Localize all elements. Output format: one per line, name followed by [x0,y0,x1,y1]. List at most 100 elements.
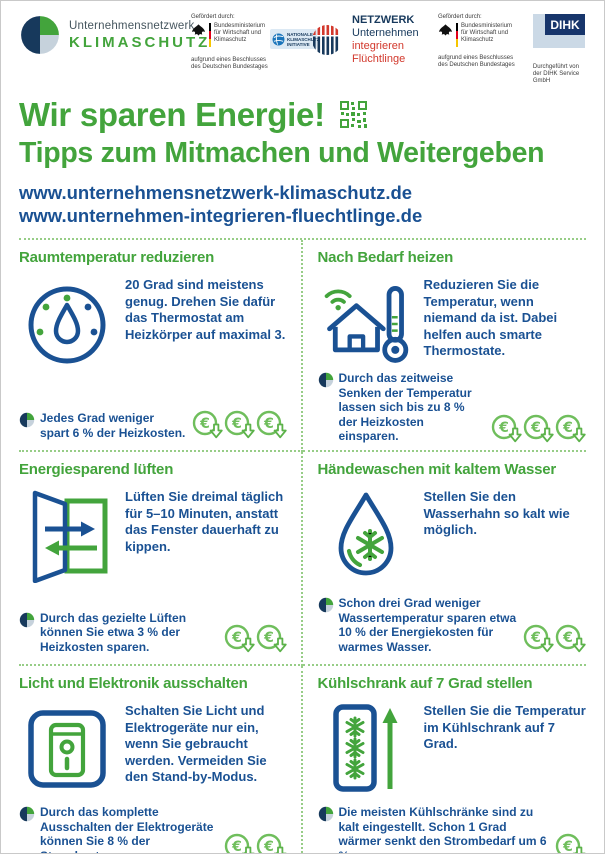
light-switch-icon [19,701,115,797]
svg-text:€: € [562,630,573,646]
tips-grid: Raumtemperatur reduzieren 20 Grad sind m… [19,240,587,854]
svg-text:€: € [263,630,274,646]
euro-savings-icon: € [555,413,586,444]
funding-block-bmwk: Gefördert durch: Bundesministerium für W… [438,14,533,69]
nki-text: NATIONALE KLIMASCHUTZ INITIATIVE [287,31,320,47]
klimaschutz-logo-line1: Unternehmensnetzwerk [69,19,195,32]
svg-text:€: € [263,839,274,854]
card-fact: Durch das zeitweise Senken der Temperatu… [338,371,472,443]
netzwerk-logo-rest: Unternehmen [352,27,419,39]
svg-text:€: € [530,420,541,436]
euro-savings-icon: € [491,413,522,444]
netzwerk-logo-line2: integrieren Flüchtlinge [352,40,406,65]
funding-block-bmwk-nki: Gefördert durch: Bundesministerium für W… [191,14,320,71]
tip-card-licht-elektronik: Licht und Elektronik ausschalten Schalte… [19,666,303,854]
card-body: Schalten Sie Licht und Elektrogeräte nur… [125,703,267,784]
klimaschutz-leaf-icon [19,14,61,56]
globe-icon [272,33,285,46]
klimaschutz-leaf-icon [318,372,334,444]
funding-note: aufgrund eines Beschlusses des Deutschen… [438,55,515,68]
qr-code-icon [339,100,368,129]
tip-card-kaltes-wasser: Händewaschen mit kaltem Wasser [302,452,586,666]
funding-note: aufgrund eines Beschlusses des Deutschen… [191,57,268,70]
euro-savings-icon: € [224,623,255,654]
euro-savings-icon: € [256,409,287,440]
tip-card-kuehlschrank: Kühlschrank auf 7 Grad stellen Stel [303,666,587,854]
ministry-name: Bundesministerium für Wirtschaft und Kli… [461,23,513,43]
klimaschutz-leaf-icon [19,612,35,655]
card-body: Reduzieren Sie die Temperatur, wenn niem… [423,277,558,358]
card-fact: Die meisten Kühlschränke sind zu kalt ei… [338,805,547,853]
svg-text:€: € [562,420,573,436]
german-flag-stripe [456,23,459,47]
klimaschutz-leaf-icon [318,597,334,654]
svg-text:€: € [231,630,242,646]
euro-savings-icon: € [192,409,223,440]
euro-savings-icon: € [256,832,287,854]
svg-text:€: € [199,416,210,432]
savings-euro-icons: € € € [192,409,287,440]
card-title: Licht und Elektronik ausschalten [19,675,248,692]
klimaschutz-leaf-icon [318,806,334,853]
savings-euro-icons: € € € [491,413,586,444]
card-fact: Schon drei Grad weniger Wasser­temperatu… [338,596,517,654]
card-body: Stellen Sie den Wasserhahn so kalt wie m… [423,489,570,537]
card-title: Raumtemperatur reduzieren [19,249,215,266]
klimaschutz-logo-line2: KLIMASCHUTZ [69,33,211,51]
card-title: Nach Bedarf heizen [317,249,454,266]
svg-text:€: € [498,420,509,436]
card-body: Lüften Sie dreimal täglich für 5–10 Minu… [125,489,284,554]
card-title: Energiesparend lüften [19,461,174,478]
dihk-logo: DIHK [532,14,585,50]
page-title: Wir sparen Energie! [19,96,325,133]
header: Unternehmensnetzwerk KLIMASCHUTZ Geförde… [19,14,586,86]
fingerprint-icon [309,22,345,58]
nki-logo: NATIONALE KLIMASCHUTZ INITIATIVE [270,29,320,49]
dotted-separator [19,238,586,240]
dihk-block: DIHK Durchgeführt von der DIHK Service G… [532,14,586,85]
klimaschutz-leaf-icon [19,412,35,440]
dihk-note: Durchgeführt von der DIHK Service GmbH [532,64,580,84]
euro-savings-icon: € [523,623,554,654]
page-subtitle: Tipps zum Mitmachen und Weitergeben [19,137,545,169]
funding-label: Gefördert durch: [438,14,482,20]
link-klimaschutz-website[interactable]: www.unternehmensnetzwerk-klimaschutz.de [19,182,413,203]
savings-euro-icons: € [555,832,586,854]
thermostat-dial-icon [19,275,115,371]
svg-text:DIHK: DIHK [550,18,580,32]
svg-text:€: € [231,839,242,854]
tip-card-raumtemperatur: Raumtemperatur reduzieren 20 Grad sind m… [19,240,303,452]
euro-savings-icon: € [555,623,586,654]
card-title: Händewaschen mit kaltem Wasser [317,461,557,478]
card-body: Stellen Sie die Temperatur im Kühlschran… [423,703,586,751]
smart-home-thermometer-icon [318,275,414,371]
ministry-name: Bundesministerium für Wirtschaft und Kli… [214,23,266,43]
tip-card-nach-bedarf-heizen: Nach Bedarf heizen [302,240,586,452]
tip-card-lueften: Energiesparend lüften Lüften Sie dreimal… [19,452,303,666]
german-flag-stripe [209,23,211,47]
card-fact: Jedes Grad weniger spart 6 % der Heizkos… [40,411,186,440]
link-fluechtlinge-website[interactable]: www.unternehmen-integrieren-fluechtlinge… [19,205,423,226]
savings-euro-icons: € € [523,623,586,654]
klimaschutz-logo: Unternehmensnetzwerk KLIMASCHUTZ [19,14,207,56]
title-block: Wir sparen Energie! Tipps zum Mitmachen … [19,96,586,240]
funding-label: Gefördert durch: [191,14,235,20]
svg-text:€: € [562,839,573,854]
card-fact: Durch das gezielte Lüften können Sie etw… [40,610,187,654]
federal-eagle-icon [191,23,206,37]
savings-euro-icons: € € [224,832,287,854]
svg-text:€: € [530,630,541,646]
card-title: Kühlschrank auf 7 Grad stellen [317,675,533,692]
euro-savings-icon: € [555,832,586,854]
cold-water-drop-icon [318,487,414,583]
federal-eagle-icon [438,23,453,37]
card-fact: Durch das komplette Ausschalten der Elek… [40,805,214,853]
fridge-up-arrow-icon [318,701,414,797]
open-window-icon [19,487,115,583]
netzwerk-fluechtlinge-logo: NETZWERK Unternehmen integrieren Flüchtl… [309,14,438,66]
euro-savings-icon: € [256,623,287,654]
euro-savings-icon: € [224,832,255,854]
svg-text:€: € [263,416,274,432]
klimaschutz-leaf-icon [19,806,35,853]
